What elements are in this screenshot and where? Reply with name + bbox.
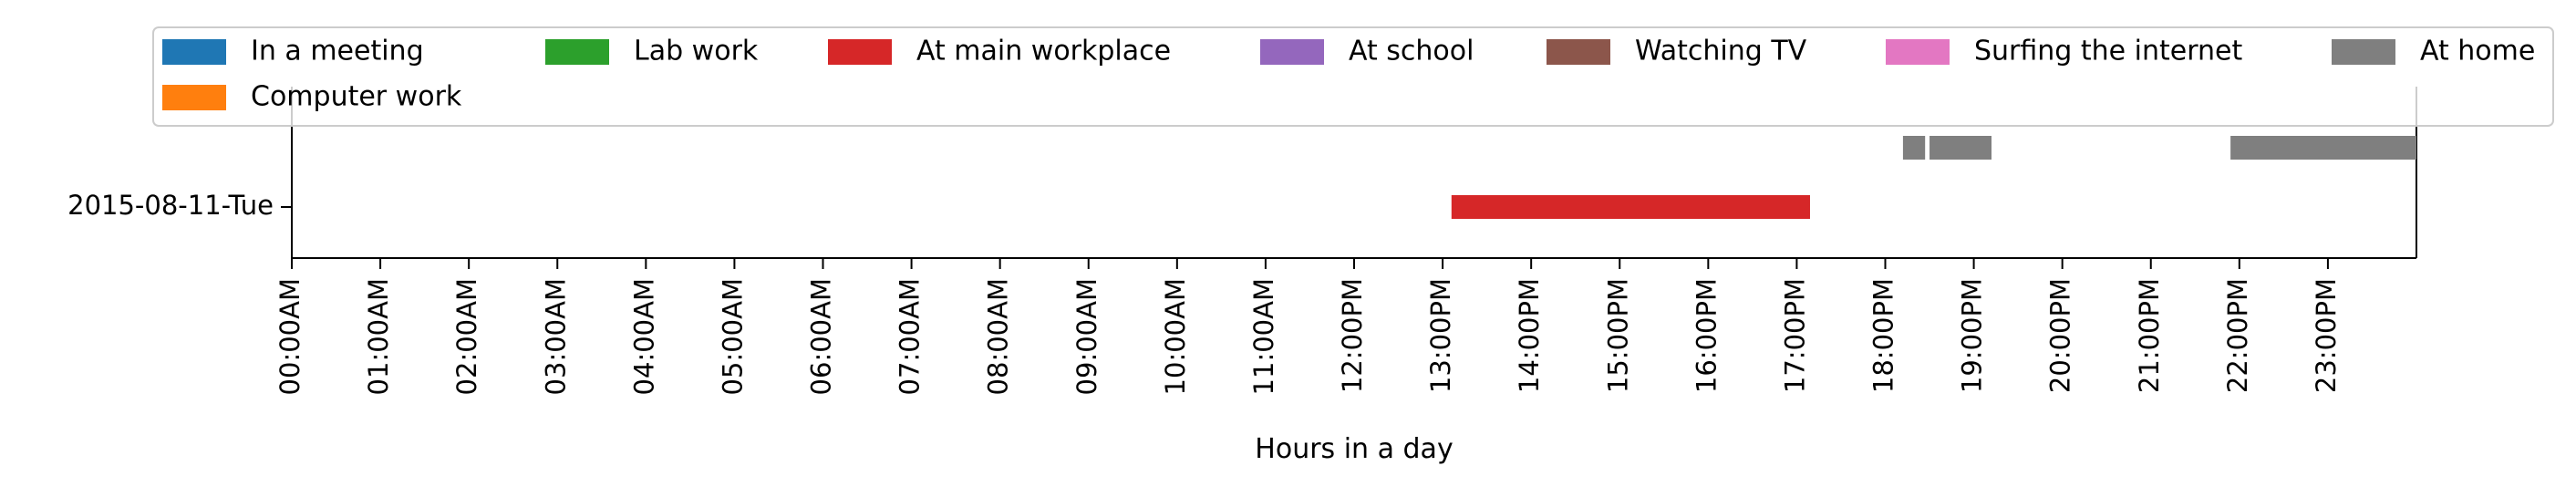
bar-at-main-workplace-0 [1451, 195, 1810, 219]
y-tick-label: 2015-08-11-Tue [67, 190, 274, 221]
x-tick-label: 03:00AM [540, 278, 571, 395]
x-tick-label: 04:00AM [628, 278, 659, 395]
x-tick-label: 14:00PM [1514, 278, 1545, 393]
x-tick-label: 00:00AM [274, 278, 305, 395]
x-tick-label: 13:00PM [1425, 278, 1456, 393]
y-axis-ticks: 2015-08-11-Tue [67, 190, 292, 221]
x-tick-label: 15:00PM [1602, 278, 1633, 393]
x-tick-label: 23:00PM [2311, 278, 2342, 393]
legend-swatch [162, 39, 226, 65]
legend-swatch [2332, 39, 2395, 65]
x-tick-label: 20:00PM [2045, 278, 2076, 393]
x-tick-label: 12:00PM [1337, 278, 1368, 393]
x-tick-label: 02:00AM [451, 278, 482, 395]
legend-label: Surfing the internet [1974, 36, 2242, 67]
x-tick-label: 11:00AM [1248, 278, 1279, 395]
legend-label: In a meeting [251, 36, 424, 67]
x-tick-label: 21:00PM [2134, 278, 2165, 393]
legend-label: Watching TV [1635, 36, 1807, 67]
bars-layer [1451, 136, 2416, 219]
x-tick-label: 06:00AM [806, 278, 837, 395]
x-tick-label: 01:00AM [363, 278, 394, 395]
legend-label: At home [2420, 36, 2535, 67]
x-axis-label: Hours in a day [1255, 433, 1453, 465]
legend-label: At school [1349, 36, 1474, 67]
x-tick-label: 19:00PM [1957, 278, 1988, 393]
x-axis-ticks: 00:00AM 01:00AM 02:00AM 03:00AM 04:00AM 05:00… [274, 258, 2342, 395]
legend-label: At main workplace [916, 36, 1171, 67]
x-tick-label: 22:00PM [2222, 278, 2253, 393]
x-tick-label: 10:00AM [1160, 278, 1191, 395]
legend-swatch [1260, 39, 1324, 65]
legend-swatch [1547, 39, 1610, 65]
legend-swatch [162, 85, 226, 110]
legend: In a meeting Lab work At main workplace At … [152, 26, 2554, 127]
x-tick-label: 16:00PM [1691, 278, 1722, 393]
x-tick-label: 17:00PM [1779, 278, 1810, 393]
bar-at-home-0 [1902, 136, 1926, 160]
legend-frame [152, 26, 2554, 127]
bar-at-home-1 [1929, 136, 1991, 160]
legend-label: Lab work [634, 36, 759, 67]
bar-at-home-2 [2230, 136, 2416, 160]
legend-swatch [545, 39, 609, 65]
legend-swatch [828, 39, 892, 65]
x-tick-label: 09:00AM [1071, 278, 1102, 395]
x-tick-label: 08:00AM [983, 278, 1014, 395]
legend-swatch [1886, 39, 1950, 65]
x-tick-label: 05:00AM [717, 278, 748, 395]
x-tick-label: 07:00AM [895, 278, 926, 395]
legend-label: Computer work [251, 81, 462, 113]
x-tick-label: 18:00PM [1868, 278, 1899, 393]
